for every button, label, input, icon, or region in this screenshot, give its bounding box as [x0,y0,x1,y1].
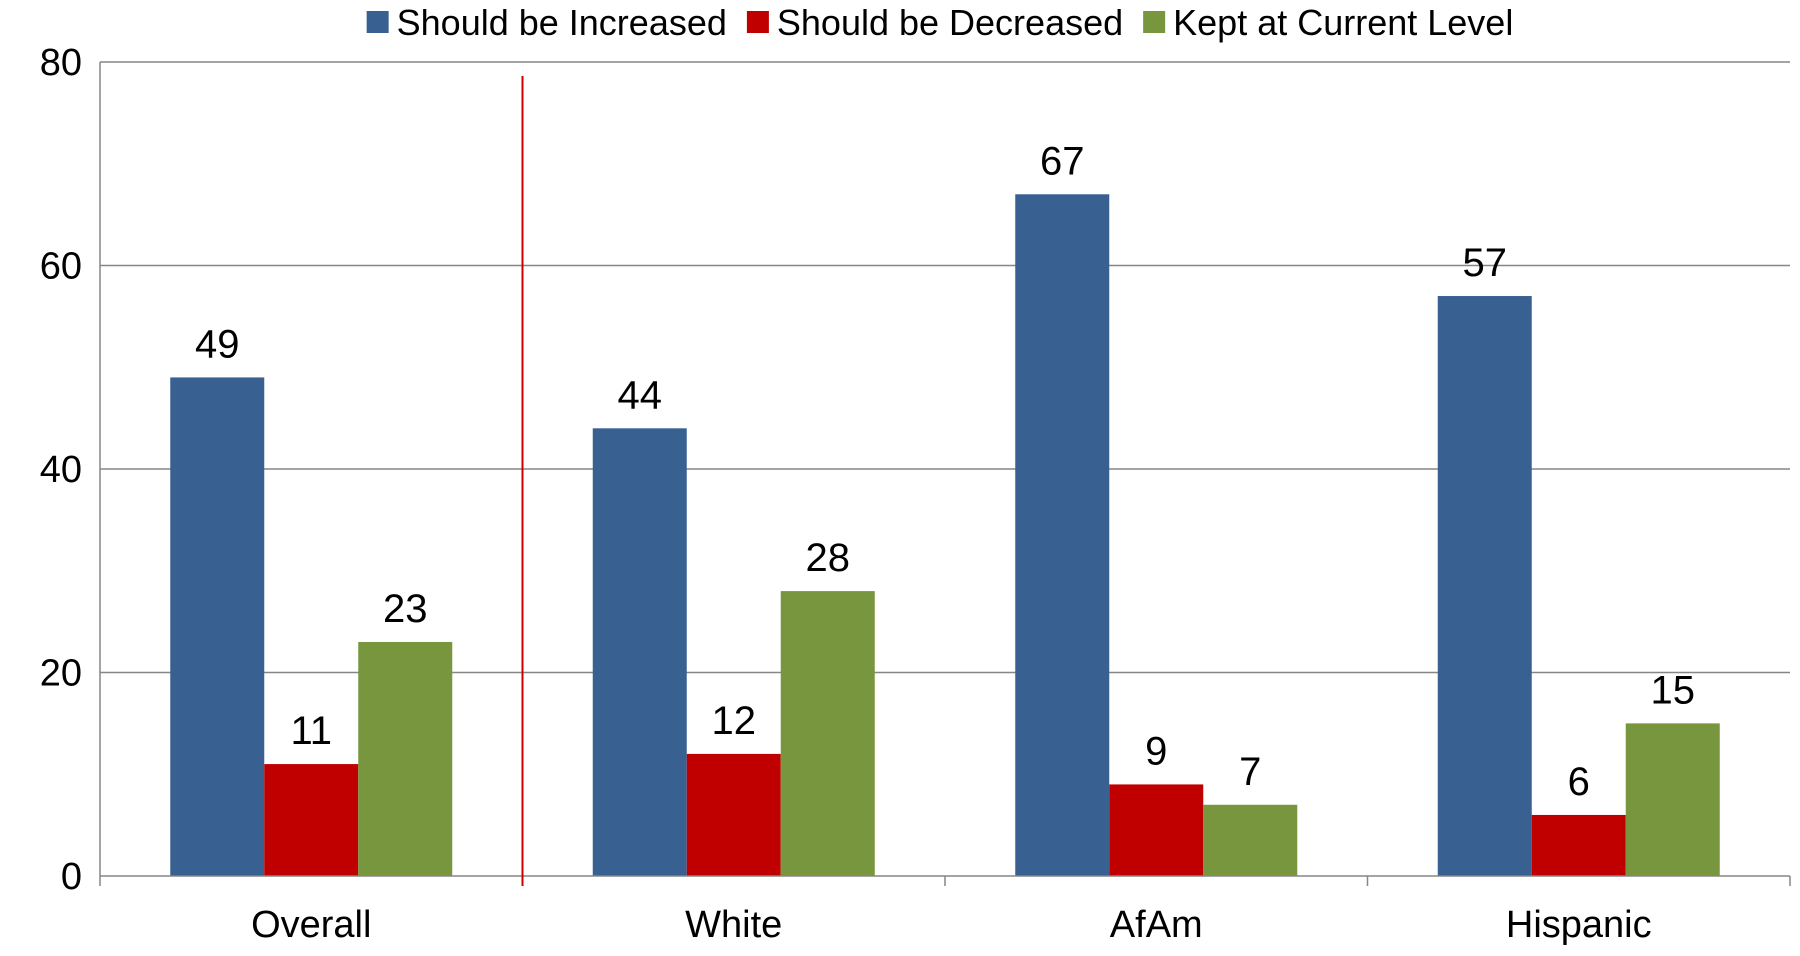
legend-item-2: Should be Decreased [746,2,1123,43]
legend-swatch-1 [366,11,389,33]
y-tick-label-0: 0 [61,856,82,898]
data-label-white-1: 44 [618,373,663,417]
bar-afam-3 [1203,804,1298,876]
x-category-label-overall: Overall [251,904,371,946]
data-label-overall-1: 49 [195,322,240,366]
data-label-hispanic-2: 6 [1568,760,1590,804]
bar-afam-1 [1015,194,1110,876]
bar-white-3 [780,591,875,876]
data-label-hispanic-1: 57 [1463,241,1508,285]
legend-item-1: Should be Increased [366,2,727,43]
bar-hispanic-3 [1625,723,1720,876]
data-label-afam-3: 7 [1239,750,1261,794]
legend-item-3: Kept at Current Level [1143,2,1513,43]
x-category-label-white: White [685,904,782,946]
legend-label-1: Should be Increased [397,2,727,43]
x-category-label-afam: AfAm [1110,904,1203,946]
data-label-afam-1: 67 [1040,139,1085,183]
bar-overall-1 [170,377,265,876]
bar-hispanic-1 [1437,296,1532,876]
legend-label-3: Kept at Current Level [1173,2,1513,43]
x-category-label-hispanic: Hispanic [1506,904,1652,946]
gridlines [100,61,1790,674]
data-label-afam-2: 9 [1145,729,1167,773]
data-label-white-2: 12 [712,699,757,743]
y-tick-label-80: 80 [40,42,82,84]
bar-hispanic-2 [1531,814,1626,876]
data-label-overall-2: 11 [290,709,332,753]
legend-label-2: Should be Decreased [777,2,1123,43]
y-tick-label-20: 20 [40,653,82,695]
legend-swatch-2 [746,11,769,33]
legend-swatch-3 [1143,11,1166,33]
bar-overall-3 [358,641,453,876]
data-labels: 49 11 23 44 12 28 67 9 7 57 6 15 [195,139,1695,804]
bar-white-2 [686,753,781,876]
bar-white-1 [592,428,687,876]
bars [170,194,1720,876]
data-label-white-3: 28 [806,536,851,580]
bar-overall-2 [264,764,359,876]
legend: Should be Increased Should be Decreased Ke… [366,2,1513,43]
y-tick-label-40: 40 [40,449,82,491]
data-label-hispanic-3: 15 [1651,668,1696,712]
data-label-overall-3: 23 [383,587,428,631]
axes: 0 20 40 60 80 Overall White AfAm Hispanic [40,42,1791,946]
y-tick-label-60: 60 [40,246,82,288]
bar-afam-2 [1109,784,1204,876]
